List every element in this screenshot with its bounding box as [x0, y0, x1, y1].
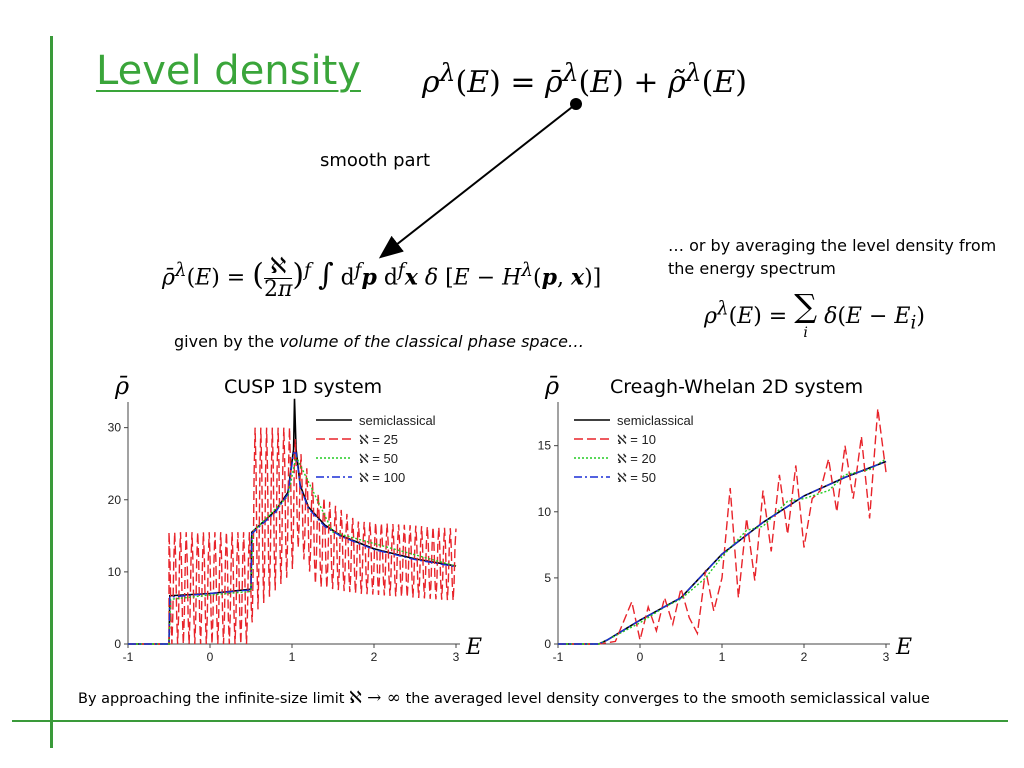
bottom-caption-math: ℵ → ∞	[349, 688, 401, 708]
bottom-caption-pre: By approaching the infinite-size limit	[78, 691, 345, 707]
arrow-origin-dot	[570, 98, 582, 110]
chart2-y-tick-label: 0	[544, 637, 551, 651]
chart2-series-0	[558, 460, 887, 645]
equation-smooth-part: ρ̄λ(E) = (ℵ 2π)f ∫ dfp dfx δ [E − Hλ(p, x…	[162, 254, 602, 302]
chart2-y-tick-label: 10	[538, 505, 552, 519]
phase-space-note-italic: volume of the classical phase space…	[279, 332, 585, 351]
chart2-legend-label: ℵ = 50	[617, 470, 656, 485]
chart1-x-tick-label: 0	[207, 650, 214, 664]
chart1-series-1	[128, 427, 457, 645]
chart1-series-3	[128, 452, 457, 645]
chart1-title: CUSP 1D system	[224, 376, 383, 398]
equation-decomposition: ρλ(E) = ρ̄λ(E) + ρ̃λ(E)	[422, 58, 747, 100]
chart1-x-tick-label: 1	[289, 650, 296, 664]
smooth-part-arrow	[378, 103, 577, 259]
chart2-legend-label: ℵ = 10	[617, 432, 656, 447]
chart2-series-2	[558, 458, 887, 645]
chart2-legend-label: ℵ = 20	[617, 451, 656, 466]
left-accent-line	[50, 36, 53, 748]
chart2-y-tick-label: 15	[538, 439, 552, 453]
chart1-legend-label: ℵ = 25	[359, 432, 398, 447]
bottom-caption: By approaching the infinite-size limit ℵ…	[78, 688, 930, 708]
chart2-x-axis-label: E	[895, 635, 912, 660]
chart1-y-tick-label: 20	[108, 493, 122, 507]
chart2-y-axis-label: ρ̄	[544, 372, 559, 400]
chart2-x-tick-label: 3	[883, 650, 890, 664]
chart1-legend-label: semiclassical	[359, 413, 436, 428]
chart2-y-tick-label: 5	[544, 571, 551, 585]
chart2-x-tick-label: 0	[637, 650, 644, 664]
phase-space-note: given by the volume of the classical pha…	[174, 332, 584, 351]
chart1-x-axis-label: E	[465, 635, 482, 660]
phase-space-note-prefix: given by the	[174, 332, 280, 351]
chart2-x-tick-label: -1	[553, 650, 564, 664]
averaging-note: … or by averaging the level density from…	[668, 236, 997, 278]
chart1-y-tick-label: 30	[108, 421, 122, 435]
chart1-x-tick-label: 2	[371, 650, 378, 664]
bottom-accent-line	[12, 720, 1008, 722]
page-title: Level density	[96, 48, 361, 94]
bottom-caption-post: the averaged level density converges to …	[405, 691, 930, 707]
chart1-y-tick-label: 10	[108, 565, 122, 579]
chart1-legend-label: ℵ = 100	[359, 470, 405, 485]
chart2-x-tick-label: 1	[719, 650, 726, 664]
smooth-part-label: smooth part	[320, 150, 431, 171]
chart2-series-1	[558, 408, 887, 645]
chart2-series-3	[558, 460, 887, 645]
equation-spectrum-sum: ρλ(E) = ∑ i δ(E − Ei)	[704, 287, 925, 341]
chart2-x-tick-label: 2	[801, 650, 808, 664]
chart1-y-axis-label: ρ̄	[114, 372, 129, 400]
chart1-x-tick-label: 3	[453, 650, 460, 664]
chart2-title: Creagh-Whelan 2D system	[610, 376, 864, 398]
chart2-legend-label: semiclassical	[617, 413, 694, 428]
chart1-x-tick-label: -1	[123, 650, 134, 664]
chart1-series-0	[128, 398, 457, 645]
chart1-legend-label: ℵ = 50	[359, 451, 398, 466]
chart1-y-tick-label: 0	[114, 637, 121, 651]
